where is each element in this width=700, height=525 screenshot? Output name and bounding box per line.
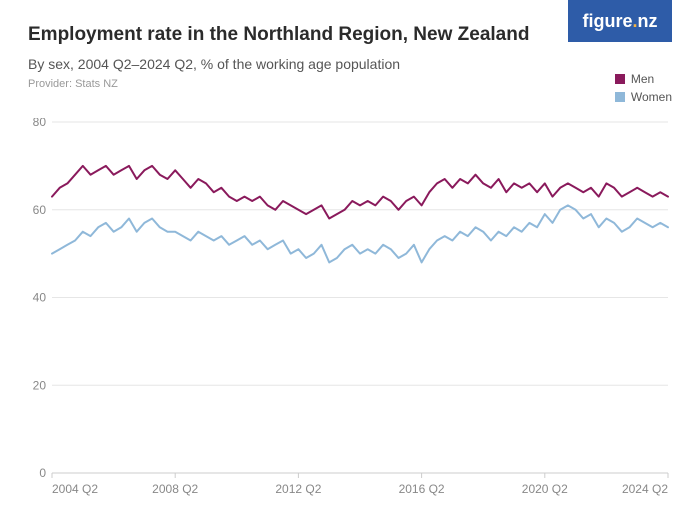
- chart-provider: Provider: Stats NZ: [28, 78, 672, 90]
- legend-item-women: Women: [615, 90, 672, 104]
- legend: Men Women: [615, 72, 672, 108]
- legend-label-men: Men: [631, 72, 654, 86]
- figure-nz-logo: figure.nz: [568, 0, 672, 42]
- svg-text:20: 20: [33, 378, 47, 392]
- svg-text:60: 60: [33, 203, 47, 217]
- line-chart: 0 20 40 60 80 2004 Q2 2008 Q2 2012 Q2 2016 Q2 202…: [28, 118, 672, 501]
- svg-text:40: 40: [33, 291, 47, 305]
- chart-area: 0 20 40 60 80 2004 Q2 2008 Q2 2012 Q2 2016 Q2 202…: [28, 118, 672, 501]
- svg-text:2008 Q2: 2008 Q2: [152, 482, 198, 496]
- svg-text:2024 Q2: 2024 Q2: [622, 482, 668, 496]
- svg-text:2012 Q2: 2012 Q2: [275, 482, 321, 496]
- legend-swatch-women: [615, 92, 625, 102]
- svg-text:2016 Q2: 2016 Q2: [399, 482, 445, 496]
- legend-label-women: Women: [631, 90, 672, 104]
- legend-swatch-men: [615, 74, 625, 84]
- logo-text: figure.nz: [582, 11, 657, 32]
- legend-item-men: Men: [615, 72, 672, 86]
- svg-text:0: 0: [39, 466, 46, 480]
- svg-text:2004 Q2: 2004 Q2: [52, 482, 98, 496]
- svg-text:2020 Q2: 2020 Q2: [522, 482, 568, 496]
- svg-text:80: 80: [33, 118, 47, 129]
- chart-subtitle: By sex, 2004 Q2–2024 Q2, % of the workin…: [28, 56, 672, 72]
